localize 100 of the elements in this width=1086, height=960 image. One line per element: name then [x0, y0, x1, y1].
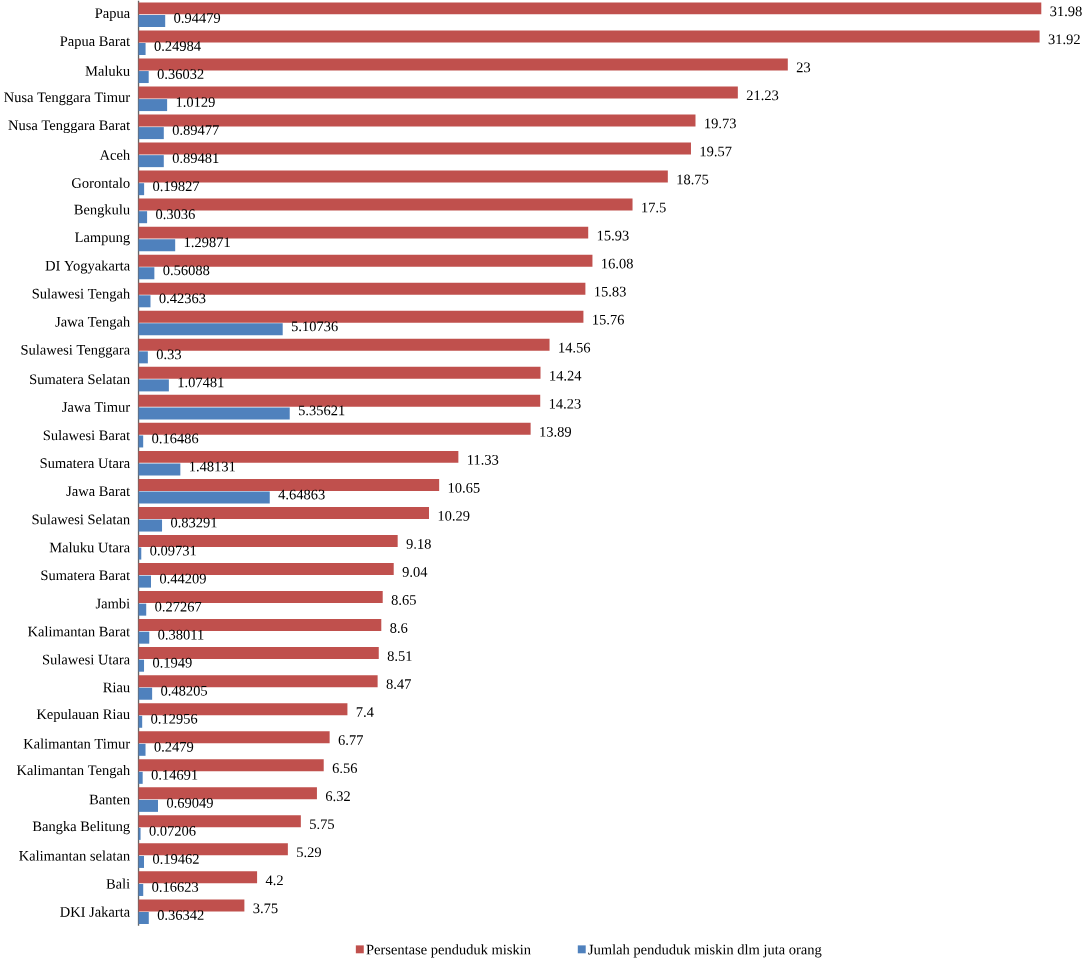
bar — [138, 687, 153, 700]
bar — [138, 450, 459, 463]
bar — [138, 815, 301, 828]
data-label: 0.36342 — [157, 909, 204, 920]
data-label: 5.29 — [297, 847, 322, 857]
data-label: 0.27267 — [155, 601, 202, 612]
bar — [138, 631, 150, 644]
bar — [138, 58, 788, 71]
bar — [138, 911, 149, 924]
y-tick-label: Nusa Tenggara Timur — [4, 92, 131, 105]
y-tick-label: Sumatera Barat — [41, 570, 131, 580]
bar — [138, 142, 691, 155]
bar — [138, 787, 317, 800]
y-tick-label: Kalimantan selatan — [19, 850, 130, 861]
bar — [138, 126, 164, 139]
bar — [138, 575, 152, 588]
bar — [138, 282, 586, 295]
data-label: 1.29871 — [184, 237, 230, 247]
data-label: 31.92 — [1048, 34, 1080, 45]
bar — [138, 463, 181, 476]
data-label: 0.07206 — [149, 825, 196, 836]
y-tick-label: Nusa Tenggara Barat — [8, 120, 131, 133]
data-label: 0.2479 — [154, 741, 194, 752]
data-label: 10.65 — [448, 482, 480, 493]
bar — [138, 379, 169, 392]
data-label: 6.32 — [325, 791, 350, 801]
bar — [138, 855, 145, 868]
bar — [138, 338, 550, 351]
bar — [138, 899, 245, 912]
data-label: 0.94479 — [174, 12, 221, 23]
data-label: 10.29 — [438, 510, 470, 521]
data-label: 0.83291 — [171, 517, 217, 528]
y-tick-label: Sulawesi Tengah — [32, 288, 130, 302]
legend-label: Persentase penduduk miskin — [366, 944, 531, 958]
bar — [138, 422, 531, 435]
bar — [138, 618, 382, 631]
bar — [138, 843, 288, 856]
data-label: 1.48131 — [190, 461, 235, 472]
bar — [138, 674, 378, 687]
bar — [138, 239, 176, 252]
y-tick-label: Sumatera Selatan — [30, 373, 130, 384]
data-label: 31.98 — [1050, 6, 1082, 17]
bar — [138, 42, 146, 55]
bar — [138, 30, 1040, 43]
data-label: 4.2 — [265, 875, 283, 885]
y-tick-label: Kalimantan Barat — [27, 626, 131, 637]
bar — [138, 646, 379, 659]
data-label: 5.10736 — [291, 321, 338, 332]
y-tick-label: Kepulauan Riau — [36, 708, 130, 722]
data-label: 7.4 — [356, 707, 374, 717]
y-tick-label: Aceh — [99, 149, 130, 160]
y-tick-label: Riau — [103, 682, 130, 693]
y-tick-label: Jawa Tengah — [55, 316, 130, 330]
data-label: 5.35621 — [298, 405, 345, 416]
data-label: 0.69049 — [166, 797, 213, 808]
y-tick-label: Sumatera Utara — [40, 458, 130, 468]
y-tick-label: Papua — [95, 8, 130, 21]
y-tick-label: Jawa Barat — [66, 486, 131, 496]
bar — [138, 491, 270, 504]
bar — [138, 170, 668, 183]
data-label: 0.89481 — [172, 153, 219, 163]
data-label: 9.18 — [406, 538, 431, 549]
y-tick-label: Sulawesi Barat — [43, 429, 131, 441]
data-label: 0.24984 — [154, 40, 201, 51]
bar — [138, 323, 283, 336]
data-label: 0.16623 — [152, 881, 199, 892]
bar — [138, 407, 290, 420]
bar — [138, 98, 168, 111]
data-label: 8.65 — [391, 594, 416, 605]
data-label: 0.56088 — [163, 265, 210, 276]
data-label: 23 — [796, 62, 811, 73]
bar — [138, 254, 593, 267]
y-tick-label: Sulawesi Selatan — [32, 513, 130, 525]
legend-label: Jumlah penduduk miskin dlm juta orang — [588, 944, 822, 958]
bar — [138, 603, 147, 616]
data-label: 0.19827 — [153, 181, 200, 191]
bar — [138, 295, 151, 308]
data-label: 8.51 — [387, 650, 412, 661]
bar — [138, 590, 383, 603]
data-label: 14.56 — [559, 342, 591, 353]
data-label: 0.14691 — [151, 769, 198, 780]
y-tick-label: Lampung — [75, 232, 130, 246]
bar — [138, 14, 166, 27]
y-tick-label: Sulawesi Tenggara — [21, 344, 130, 358]
bar — [138, 182, 145, 195]
data-label: 8.6 — [390, 622, 408, 633]
data-label: 14.24 — [550, 370, 582, 381]
bar — [138, 198, 633, 211]
bar — [138, 2, 1042, 15]
bar — [138, 506, 430, 519]
bar — [138, 534, 398, 547]
data-label: 6.56 — [332, 763, 358, 773]
bar — [138, 366, 541, 379]
bar — [138, 519, 163, 532]
data-label: 0.36032 — [157, 68, 204, 79]
y-tick-label: Bangka Belitung — [32, 820, 130, 834]
bar — [138, 871, 258, 884]
data-label: 0.1949 — [152, 657, 192, 668]
y-tick-label: Maluku — [85, 65, 130, 76]
bar — [138, 70, 149, 83]
